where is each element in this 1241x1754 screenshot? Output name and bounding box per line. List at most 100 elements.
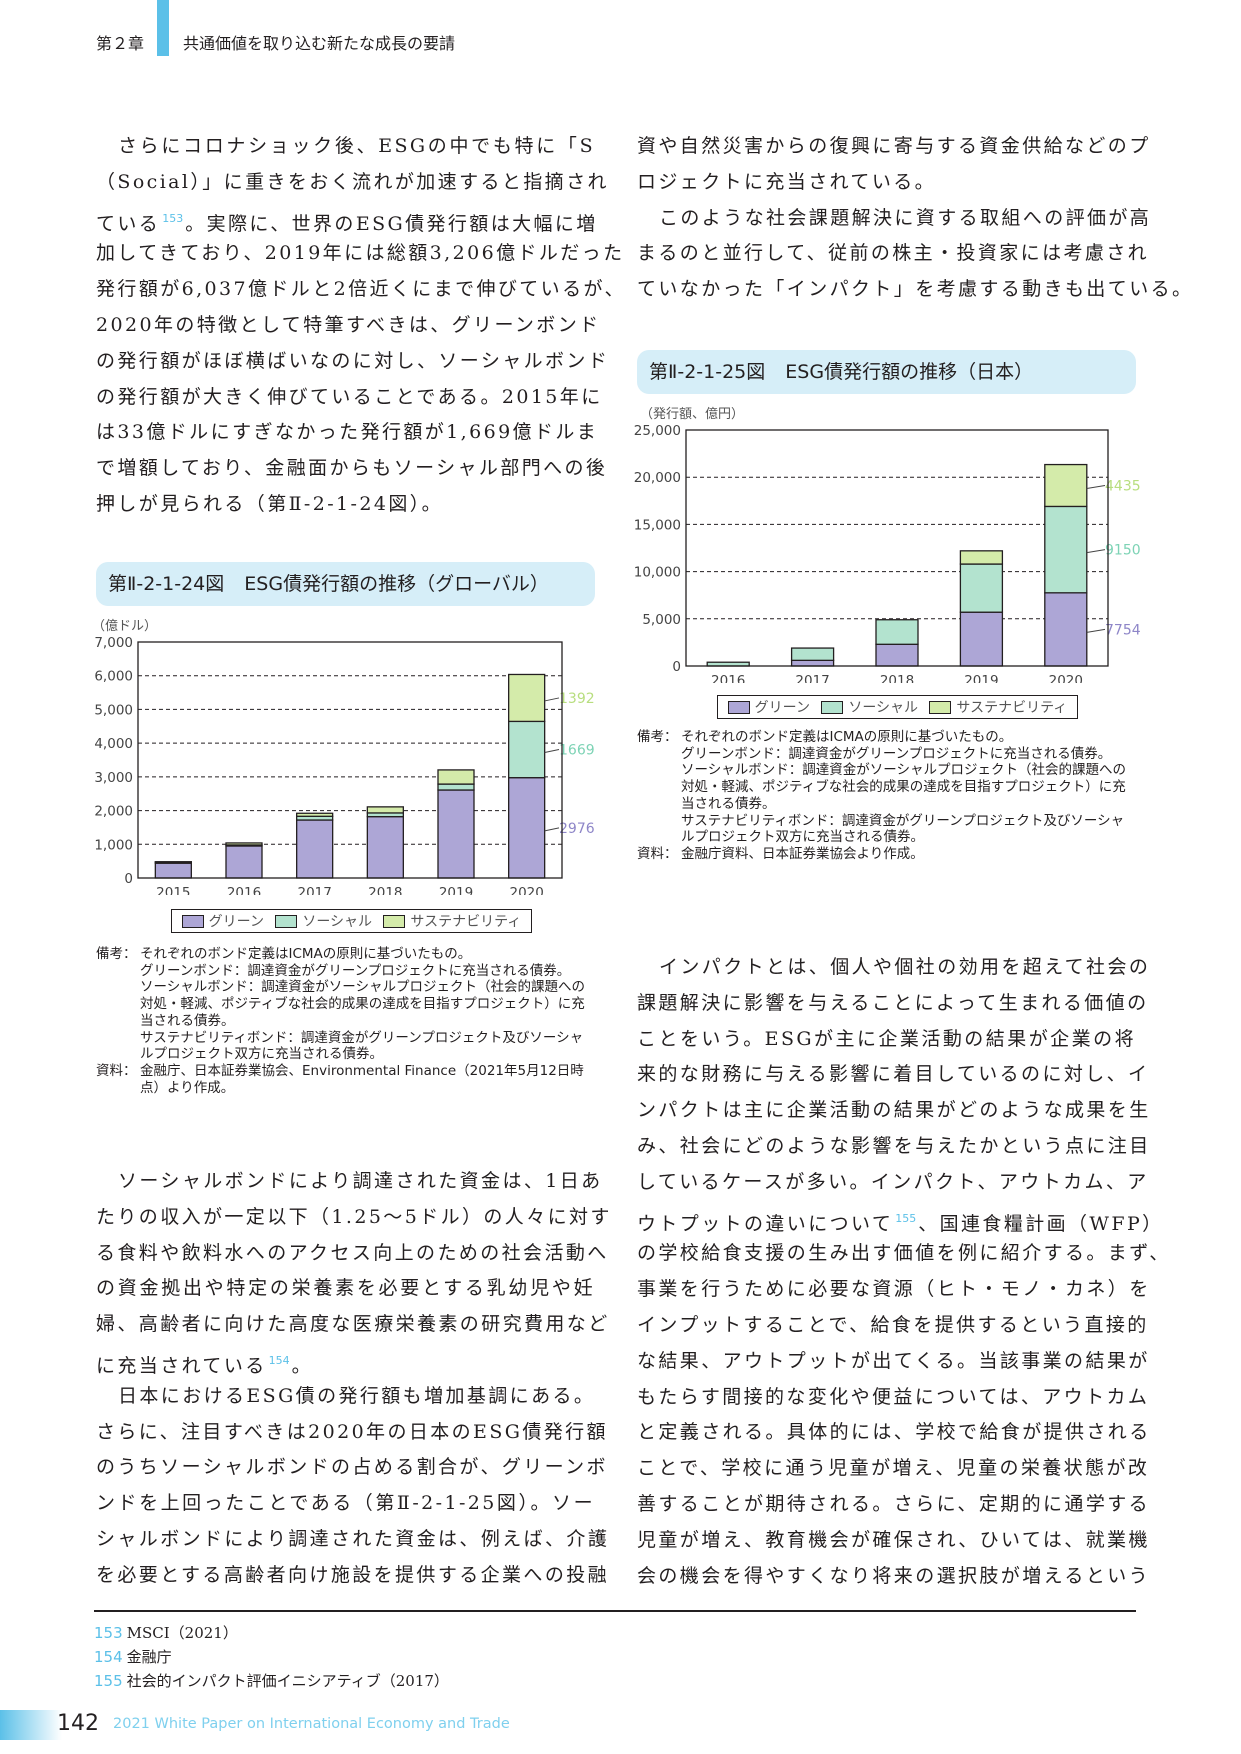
y-tick-label: 3,000 <box>94 770 133 786</box>
data-label: 7754 <box>1105 622 1141 638</box>
text-segment: ている <box>96 212 161 235</box>
text-line: 課題解決に影響を与えることによって生まれる価値の <box>637 991 1149 1014</box>
bar-segment-グリーン <box>437 789 475 879</box>
text-line: ソーシャルボンドにより調達された資金は、1日あ <box>118 1170 603 1192</box>
text-line: 事業を行うために必要な資源（ヒト・モノ・カネ）を <box>637 1278 1151 1301</box>
figure-number: 第Ⅱ-2-1-24図 <box>108 573 225 595</box>
text-line: 児童が増え、教育機会が確保され、ひいては、就業機 <box>637 1528 1150 1551</box>
bar-segment-サステナビリティ <box>225 842 263 846</box>
footnote-number: 155 <box>94 1672 123 1690</box>
text-line: の発行額がほぼ横ばいなのに対し、ソーシャルボンド <box>96 349 610 372</box>
bar-segment-ソーシャル <box>1044 505 1088 594</box>
source-text: 金融庁、日本証券業協会、Environmental Finance（2021年5… <box>140 1062 584 1096</box>
x-tick-label: 2019 <box>439 885 473 895</box>
text-line: さらに、注目すべきは2020年の日本のESG債発行額 <box>96 1420 608 1443</box>
plot-frame <box>137 641 563 879</box>
text-segment: 。 <box>291 1354 314 1377</box>
global-esg-bond-chart: （億ドル） 0 1,000 2,000 3,000 4,000 5,000 6,000 7,00… <box>92 618 595 895</box>
notes-body: それぞれのボンド定義はICMAの原則に基づいたもの。 グリーンボンド：調達資金がグ… <box>140 946 595 1063</box>
notes-label: 備考： <box>637 729 678 745</box>
text-line: 婦、高齢者に向けた高度な医療栄養素の研究費用など <box>96 1313 610 1336</box>
y-tick-label: 20,000 <box>634 470 681 486</box>
text-line: さらにコロナショック後、ESGの中でも特に「S <box>118 135 595 157</box>
text-line: 加してきており、2019年には総額3,206億ドルだった <box>96 242 625 265</box>
text-line: ことをいう。ESGが主に企業活動の結果が企業の将 <box>637 1027 1136 1050</box>
bar-segment-ソーシャル <box>790 647 835 661</box>
data-label: 1669 <box>559 743 595 759</box>
bar-segment-グリーン <box>790 659 835 667</box>
bar-segment-サステナビリティ <box>508 673 546 723</box>
text-line: インプットすることで、給食を提供するという直接的 <box>637 1313 1149 1336</box>
y-tick-label: 7,000 <box>94 635 133 651</box>
note-item: それぞれのボンド定義はICMAの原則に基づいたもの。 <box>140 946 472 962</box>
right-column-bottom-text: インパクトとは、個人や個社の効用を超えて社会の 課題解決に影響を与えることによって… <box>637 950 1168 1594</box>
x-tick-label: 2017 <box>795 673 829 683</box>
data-label-leader <box>544 697 560 702</box>
footer-accent-bar <box>0 1710 62 1740</box>
bar-segment-サステナビリティ <box>959 550 1004 565</box>
text-line: まるのと並行して、従前の株主・投資家には考慮され <box>637 242 1150 265</box>
text-line: に充当されている 154。 <box>96 1343 595 1379</box>
footnote-reference: 153 <box>162 211 184 225</box>
chart-legend-japan: グリーン ソーシャル サステナビリティ <box>717 695 1078 719</box>
text-line: と定義される。具体的には、学校で給食が提供される <box>637 1421 1151 1444</box>
notes-label: 備考： <box>96 946 137 962</box>
legend-swatch <box>383 914 406 928</box>
y-tick-label: 15,000 <box>634 517 681 533</box>
text-line: 押しが見られる（第Ⅱ-2-1-24図）。 <box>96 492 444 515</box>
x-tick-label: 2019 <box>964 673 998 683</box>
x-tick-label: 2018 <box>368 885 402 895</box>
chart-legend-global: グリーン ソーシャル サステナビリティ <box>171 909 532 933</box>
note-item: サステナビリティボンド：調達資金がグリーンプロジェクト及びソーシャルプロジェクト… <box>140 1029 584 1063</box>
bar-segment-グリーン <box>154 862 192 879</box>
note-item: ソーシャルボンド：調達資金がソーシャルプロジェクト（社会的課題への対処・軽減、ポ… <box>140 979 585 1029</box>
text-line: 2020年の特徴として特筆すべきは、グリーンボンド <box>96 313 601 336</box>
left-column-top-text: さらにコロナショック後、ESGの中でも特に「S （Social）」に重きをおく流れ… <box>96 129 625 523</box>
data-label: 9150 <box>1105 543 1141 559</box>
text-segment: 、国連食糧計画（WFP） <box>918 1212 1164 1235</box>
footnote-text: 社会的インパクト評価イニシアティブ（2017） <box>126 1672 449 1690</box>
bar-segment-サステナビリティ <box>1044 463 1088 508</box>
legend-label: ソーシャル <box>302 914 373 930</box>
text-line: 善することが期待される。さらに、定期的に通学する <box>637 1492 1151 1515</box>
text-line: ンパクトは主に企業活動の結果がどのような成果を生 <box>637 1099 1151 1122</box>
legend-label: サステナビリティ <box>956 700 1068 716</box>
y-tick-label: 5,000 <box>642 612 681 628</box>
text-line: 資や自然災害からの復興に寄与する資金供給などのプ <box>637 135 1151 157</box>
figure-25-notes: 備考： それぞれのボンド定義はICMAの原則に基づいたもの。 グリーンボンド：調達資… <box>637 729 1136 863</box>
bar-segment-グリーン <box>366 815 404 879</box>
footnote-reference: 154 <box>268 1353 290 1367</box>
plot-frame <box>685 429 1109 667</box>
x-tick-label: 2018 <box>880 673 914 683</box>
figure-25-title: 第Ⅱ-2-1-25図 ESG債発行額の推移（日本） <box>637 350 1136 394</box>
footnote-text: 金融庁 <box>126 1648 172 1666</box>
y-tick-label: 5,000 <box>94 702 133 718</box>
note-item: ソーシャルボンド：調達資金がソーシャルプロジェクト（社会的課題への対処・軽減、ポ… <box>681 762 1126 812</box>
footnote-number: 153 <box>94 1624 123 1642</box>
text-line: （Social）」に重きをおく流れが加速すると指摘され <box>96 170 609 193</box>
text-line: しているケースが多い。インパクト、アウトカム、ア <box>637 1170 1149 1193</box>
x-tick-label: 2015 <box>156 885 190 895</box>
text-line: る食料や飲料水へのアクセス向上のための社会活動へ <box>96 1241 609 1264</box>
text-line: もたらす間接的な変化や便益については、アウトカム <box>637 1385 1150 1408</box>
bar-segment-ソーシャル <box>875 619 919 645</box>
legend-item: グリーン <box>181 911 264 931</box>
legend-item: ソーシャル <box>275 911 372 931</box>
x-tick-label: 2016 <box>711 673 745 683</box>
text-line: ている 153 。実際に、世界のESG債発行額は大幅に増 <box>96 201 595 237</box>
legend-label: グリーン <box>208 914 264 930</box>
bar-segment-グリーン <box>225 845 263 879</box>
bar-segment-サステナビリティ <box>296 812 334 817</box>
y-tick-label: 1,000 <box>94 837 133 853</box>
text-line: を必要とする高齢者向け施設を提供する企業への投融 <box>96 1563 610 1586</box>
bar-segment-サステナビリティ <box>437 769 475 785</box>
source-label: 資料： <box>637 845 678 862</box>
text-line: 日本におけるESG債の発行額も増加基調にある。 <box>118 1384 596 1407</box>
footnote-154: 154 金融庁 <box>94 1648 172 1666</box>
data-label-leader <box>544 749 560 754</box>
bar-segment-グリーン <box>1044 592 1088 667</box>
right-column-top-text: 資や自然災害からの復興に寄与する資金供給などのプ ロジェクトに充当されている。 この… <box>637 129 1191 308</box>
chapter-label: 第２章 <box>96 34 145 53</box>
y-tick-label: 0 <box>124 871 133 887</box>
bar-segment-グリーン <box>508 777 546 879</box>
